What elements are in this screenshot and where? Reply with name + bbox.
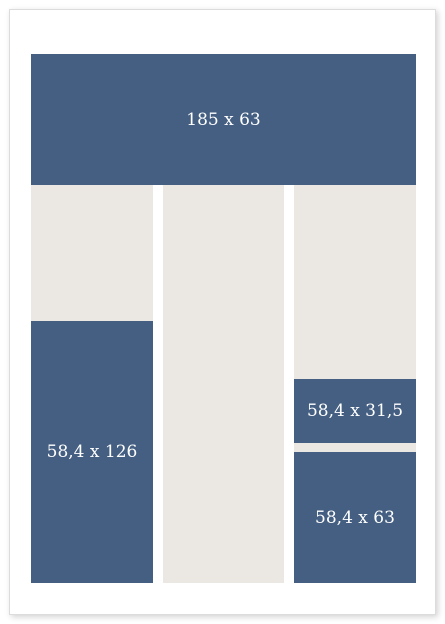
block-left: 58,4 x 126	[31, 321, 153, 583]
block-right-middle: 58,4 x 31,5	[294, 379, 416, 443]
block-top: 185 x 63	[31, 54, 416, 185]
block-right-bottom: 58,4 x 63	[294, 452, 416, 583]
empty-column-center	[163, 185, 284, 583]
block-right-bottom-label: 58,4 x 63	[315, 507, 395, 528]
block-left-label: 58,4 x 126	[46, 442, 138, 462]
block-top-label: 185 x 63	[186, 109, 261, 130]
block-right-middle-label: 58,4 x 31,5	[306, 401, 404, 421]
